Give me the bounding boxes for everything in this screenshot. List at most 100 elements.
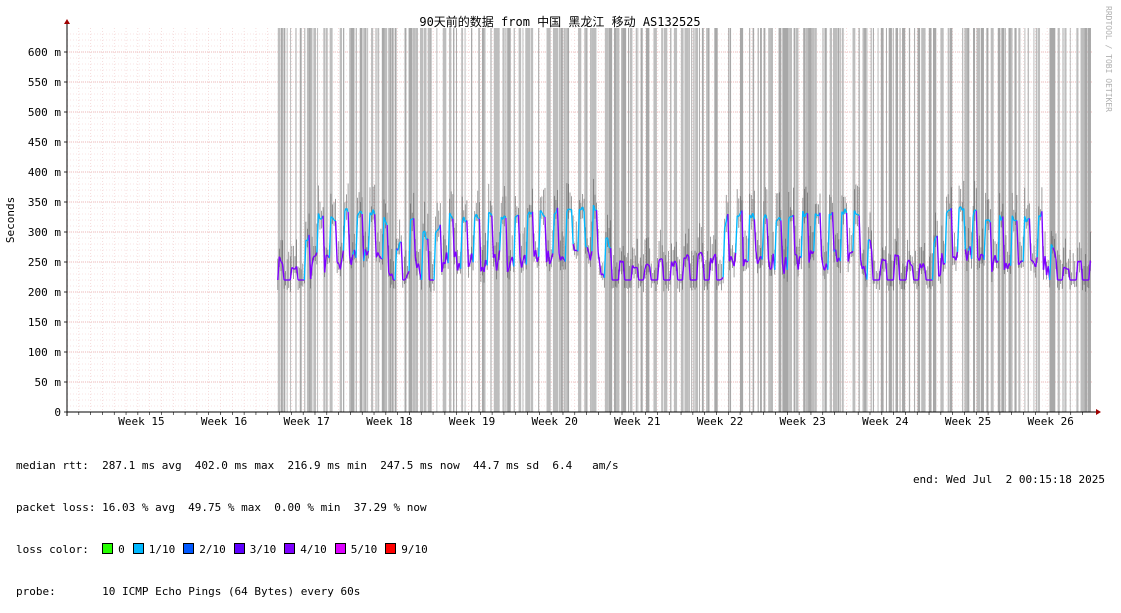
loss-bar bbox=[283, 28, 285, 412]
loss-bar bbox=[889, 28, 892, 412]
y-tick-label: 500 m bbox=[28, 106, 61, 119]
loss-bar bbox=[630, 28, 633, 412]
median-segment bbox=[572, 210, 574, 245]
loss-color-label: loss color: bbox=[16, 543, 89, 556]
loss-bar bbox=[471, 28, 472, 412]
loss-bar bbox=[1081, 28, 1085, 412]
median-segment bbox=[320, 219, 322, 220]
loss-bar bbox=[670, 28, 671, 412]
loss-bar bbox=[948, 28, 949, 412]
loss-bar bbox=[618, 28, 619, 412]
median-segment bbox=[500, 217, 502, 250]
median-segment bbox=[775, 221, 777, 270]
y-axis-label: Seconds bbox=[4, 197, 17, 243]
median-segment bbox=[473, 218, 475, 263]
loss-bar bbox=[623, 28, 627, 412]
probe-text: 10 ICMP Echo Pings (64 Bytes) every 60s bbox=[102, 585, 360, 598]
loss-bar bbox=[917, 28, 920, 412]
loss-color-key-label: 2/10 bbox=[199, 543, 226, 556]
loss-bar bbox=[902, 28, 905, 412]
x-tick-label: Week 22 bbox=[697, 415, 743, 428]
loss-color-key-label: 1/10 bbox=[149, 543, 176, 556]
loss-bar bbox=[349, 28, 351, 412]
loss-bar bbox=[392, 28, 394, 412]
x-tick-label: Week 17 bbox=[284, 415, 330, 428]
median-segment bbox=[801, 211, 803, 258]
loss-bar bbox=[893, 28, 894, 412]
loss-bar bbox=[564, 28, 566, 412]
loss-bar bbox=[281, 28, 283, 412]
loss-color-key: 5/10 bbox=[335, 543, 378, 556]
loss-color-key-label: 9/10 bbox=[401, 543, 428, 556]
median-segment bbox=[723, 228, 725, 278]
median-segment bbox=[1017, 221, 1019, 265]
loss-bar bbox=[304, 28, 305, 412]
y-tick-label: 450 m bbox=[28, 136, 61, 149]
y-tick-label: 600 m bbox=[28, 46, 61, 59]
y-tick-label: 50 m bbox=[35, 376, 62, 389]
loss-bar bbox=[484, 28, 486, 412]
loss-bar bbox=[708, 28, 709, 412]
loss-bar bbox=[1076, 28, 1078, 412]
loss-bar bbox=[878, 28, 879, 412]
loss-color-key-label: 4/10 bbox=[300, 543, 327, 556]
x-tick-label: Week 21 bbox=[614, 415, 660, 428]
loss-bar bbox=[561, 28, 563, 412]
loss-bar bbox=[691, 28, 692, 412]
loss-bar bbox=[616, 28, 619, 412]
loss-bar bbox=[812, 28, 815, 412]
x-tick-label: Week 20 bbox=[532, 415, 578, 428]
loss-bar bbox=[940, 28, 943, 412]
loss-bar bbox=[866, 28, 867, 412]
loss-color-swatch bbox=[102, 543, 113, 554]
loss-bar bbox=[1063, 28, 1064, 412]
loss-bar bbox=[550, 28, 551, 412]
smokeping-chart: 90天前的数据 from 中国 黑龙江 移动 AS132525 Seconds … bbox=[0, 0, 1121, 430]
loss-bar bbox=[900, 28, 901, 412]
y-axis-arrow bbox=[64, 19, 70, 24]
loss-bar bbox=[367, 28, 368, 412]
loss-bar bbox=[609, 28, 612, 412]
loss-bar bbox=[681, 28, 684, 412]
loss-bar bbox=[661, 28, 663, 412]
median-segment bbox=[720, 279, 722, 280]
median-segment bbox=[597, 210, 599, 252]
median-segment bbox=[770, 268, 772, 269]
loss-bar bbox=[760, 28, 762, 412]
loss-bar bbox=[287, 28, 288, 412]
loss-bar bbox=[1052, 28, 1056, 412]
loss-bar bbox=[914, 28, 915, 412]
loss-bar bbox=[628, 28, 629, 412]
median-segment bbox=[467, 221, 469, 267]
median-segment bbox=[981, 254, 983, 255]
loss-color-key: 2/10 bbox=[183, 543, 226, 556]
median-segment bbox=[886, 260, 888, 280]
loss-color-key: 0 bbox=[102, 543, 125, 556]
loss-bar bbox=[580, 28, 581, 412]
x-tick-label: Week 18 bbox=[366, 415, 412, 428]
chart-title: 90天前的数据 from 中国 黑龙江 移动 AS132525 bbox=[419, 14, 700, 29]
median-segment bbox=[368, 213, 370, 251]
median-segment bbox=[1045, 256, 1047, 275]
loss-bar bbox=[1033, 28, 1034, 412]
y-tick-label: 250 m bbox=[28, 256, 61, 269]
loss-bar bbox=[390, 28, 392, 412]
loss-bar bbox=[567, 28, 569, 412]
loss-bar bbox=[416, 28, 418, 412]
median-segment bbox=[334, 220, 336, 221]
loss-bar bbox=[1005, 28, 1006, 412]
loss-color-swatch bbox=[385, 543, 396, 554]
probe-label: probe: bbox=[16, 585, 56, 598]
loss-bar bbox=[295, 28, 296, 412]
median-segment bbox=[634, 267, 636, 268]
loss-bar bbox=[420, 28, 423, 412]
loss-bar bbox=[693, 28, 694, 412]
loss-bar bbox=[311, 28, 312, 412]
probe-line: probe: 10 ICMP Echo Pings (64 Bytes) eve… bbox=[16, 585, 619, 599]
median-segment bbox=[331, 217, 333, 218]
loss-bar bbox=[929, 28, 932, 412]
loss-color-key-label: 0 bbox=[118, 543, 125, 556]
loss-bar bbox=[377, 28, 379, 412]
